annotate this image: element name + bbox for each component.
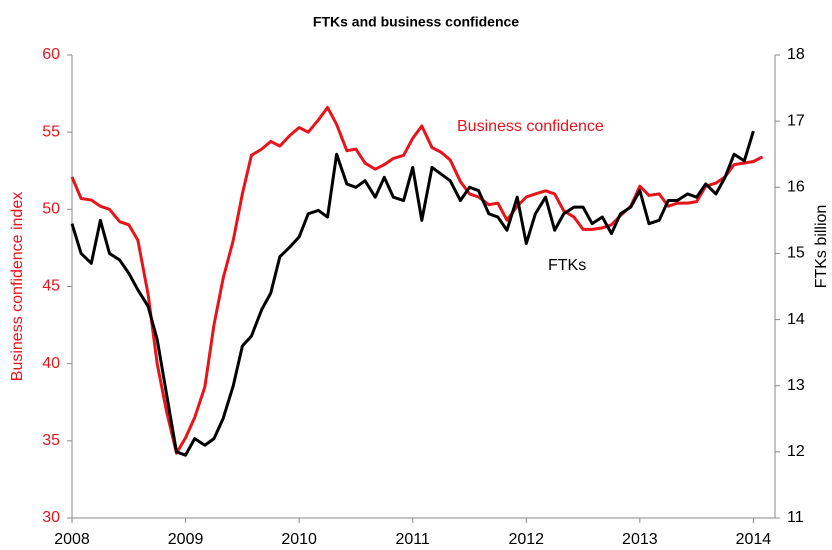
- x-tick-label: 2013: [622, 531, 658, 548]
- series-label: Business confidence: [457, 118, 604, 135]
- y2-tick-label: 18: [787, 46, 805, 63]
- x-tick-label: 2011: [396, 531, 431, 548]
- y-tick-label: 60: [42, 46, 60, 63]
- y2-tick-label: 12: [787, 443, 805, 460]
- x-tick-label: 2010: [281, 531, 317, 548]
- x-tick-label: 2012: [508, 531, 544, 548]
- y2-tick-label: 17: [787, 112, 805, 129]
- x-tick-label: 2014: [736, 531, 772, 548]
- y2-tick-label: 11: [787, 509, 804, 526]
- y-tick-label: 55: [42, 123, 60, 140]
- y-tick-label: 45: [42, 278, 60, 295]
- y-tick-label: 30: [42, 509, 60, 526]
- y-tick-label: 40: [42, 355, 60, 372]
- y2-tick-label: 15: [787, 245, 805, 262]
- y-tick-label: 50: [42, 201, 60, 218]
- series-line: [70, 105, 764, 455]
- y2-tick-label: 16: [787, 179, 805, 196]
- x-tick-label: 2009: [168, 531, 204, 548]
- series-line: [70, 130, 755, 457]
- y2-tick-label: 13: [787, 377, 805, 394]
- series-label: FTKs: [548, 257, 586, 274]
- chart-title: FTKs and business confidence: [313, 14, 519, 30]
- y-tick-label: 35: [42, 432, 60, 449]
- y2-tick-label: 14: [787, 311, 805, 328]
- y2-axis-label: FTKs billion: [813, 205, 830, 289]
- y-axis-label: Business confidence index: [9, 192, 26, 381]
- x-tick-label: 2008: [54, 531, 90, 548]
